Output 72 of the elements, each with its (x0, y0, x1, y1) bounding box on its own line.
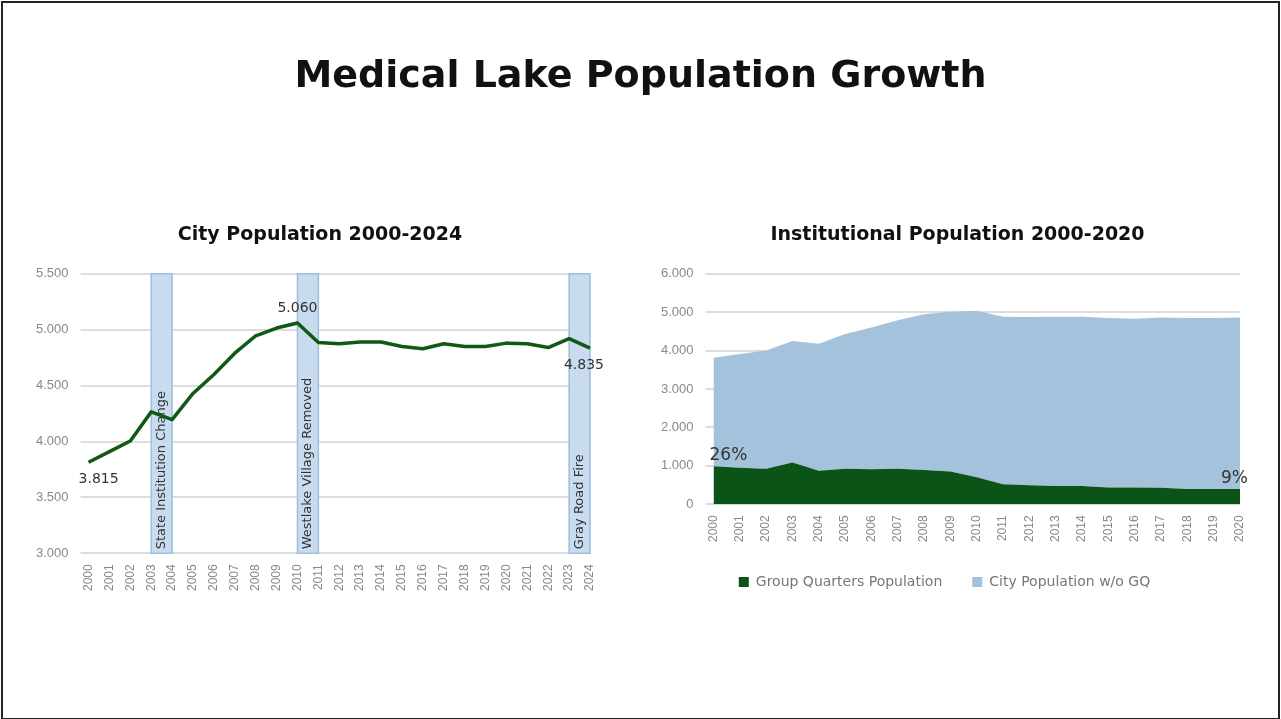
x-tick-label: 2013 (352, 563, 367, 592)
x-tick-label: 2016 (1127, 514, 1142, 543)
x-tick-label: 2000 (80, 563, 95, 592)
x-tick-label: 2000 (705, 514, 720, 543)
chart-title: Medical Lake Population Growth (293, 52, 988, 96)
data-label: 4.835 (563, 355, 604, 372)
x-tick-label: 2003 (143, 563, 158, 592)
x-tick-label: 2008 (248, 563, 262, 592)
x-tick-label: 2008 (916, 514, 931, 543)
x-tick-label: 2019 (477, 563, 492, 592)
annotation: 9% (1221, 466, 1248, 487)
band-label: State Institution Change (153, 391, 169, 550)
x-tick-label: 2023 (561, 563, 576, 592)
x-tick-label: 2018 (1179, 514, 1194, 543)
x-tick-label: 2019 (1205, 514, 1220, 543)
chart-title: Institutional Population 2000-2020 (769, 222, 1146, 244)
x-tick-label: 2016 (415, 563, 430, 592)
x-tick-label: 2011 (995, 514, 1010, 542)
data-label: 3.815 (78, 469, 119, 486)
x-tick-label: 2024 (582, 563, 597, 592)
x-tick-label: 2004 (164, 563, 179, 592)
x-tick-label: 2006 (206, 563, 221, 592)
y-tick-label: 6.000 (660, 265, 694, 281)
x-tick-label: 2020 (498, 563, 513, 592)
x-tick-label: 2018 (456, 563, 471, 592)
x-tick-label: 2017 (1153, 514, 1168, 543)
band-label: Westlake Village Removed (299, 377, 315, 550)
x-tick-label: 2001 (732, 514, 747, 543)
x-tick-label: 2014 (1074, 514, 1089, 543)
annotation: 26% (709, 444, 748, 465)
y-tick-label: 3.500 (35, 488, 69, 504)
y-tick-label: 4.500 (35, 377, 69, 393)
x-tick-label: 2010 (289, 563, 304, 592)
y-tick-label: 5.500 (35, 265, 69, 281)
y-tick-label: 5.000 (35, 321, 69, 337)
x-tick-label: 2007 (890, 514, 905, 543)
x-tick-label: 2007 (227, 563, 242, 592)
chart-subtitle: City Population 2000-2024 (176, 222, 464, 244)
x-tick-label: 2001 (101, 563, 116, 592)
y-tick-label: 2.000 (660, 419, 694, 435)
x-tick-label: 2015 (394, 563, 409, 592)
data-label: 5.060 (277, 298, 318, 315)
legend-label: City Population w/o GQ (989, 572, 1151, 589)
y-tick-label: 0 (686, 495, 694, 511)
x-tick-label: 2002 (122, 563, 137, 592)
y-tick-label: 4.000 (660, 342, 694, 358)
x-tick-label: 2009 (268, 563, 283, 592)
x-tick-label: 2003 (784, 514, 799, 543)
x-tick-label: 2014 (373, 563, 388, 592)
band-label: Gray Road Fire (570, 454, 586, 550)
x-tick-label: 2002 (758, 514, 773, 543)
x-tick-label: 2010 (969, 514, 984, 543)
x-tick-label: 2020 (1232, 514, 1247, 543)
y-tick-label: 4.000 (35, 433, 69, 449)
y-tick-label: 3.000 (35, 544, 69, 560)
x-tick-label: 2021 (519, 563, 534, 592)
x-tick-label: 2012 (1021, 514, 1036, 543)
x-tick-label: 2022 (540, 563, 555, 592)
x-tick-label: 2004 (811, 514, 826, 543)
legend-label: Group Quarters Population (755, 572, 943, 589)
x-tick-label: 2006 (863, 514, 878, 543)
x-tick-label: 2012 (331, 563, 346, 592)
x-tick-label: 2005 (837, 514, 852, 543)
x-tick-label: 2011 (310, 563, 325, 591)
x-tick-label: 2009 (942, 514, 957, 543)
x-tick-label: 2017 (436, 563, 451, 592)
y-tick-label: 3.000 (660, 380, 694, 396)
x-tick-label: 2015 (1100, 514, 1115, 543)
x-tick-label: 2005 (185, 563, 200, 592)
y-tick-label: 1.000 (660, 457, 694, 473)
y-tick-label: 5.000 (660, 303, 694, 319)
x-tick-label: 2013 (1048, 514, 1063, 543)
